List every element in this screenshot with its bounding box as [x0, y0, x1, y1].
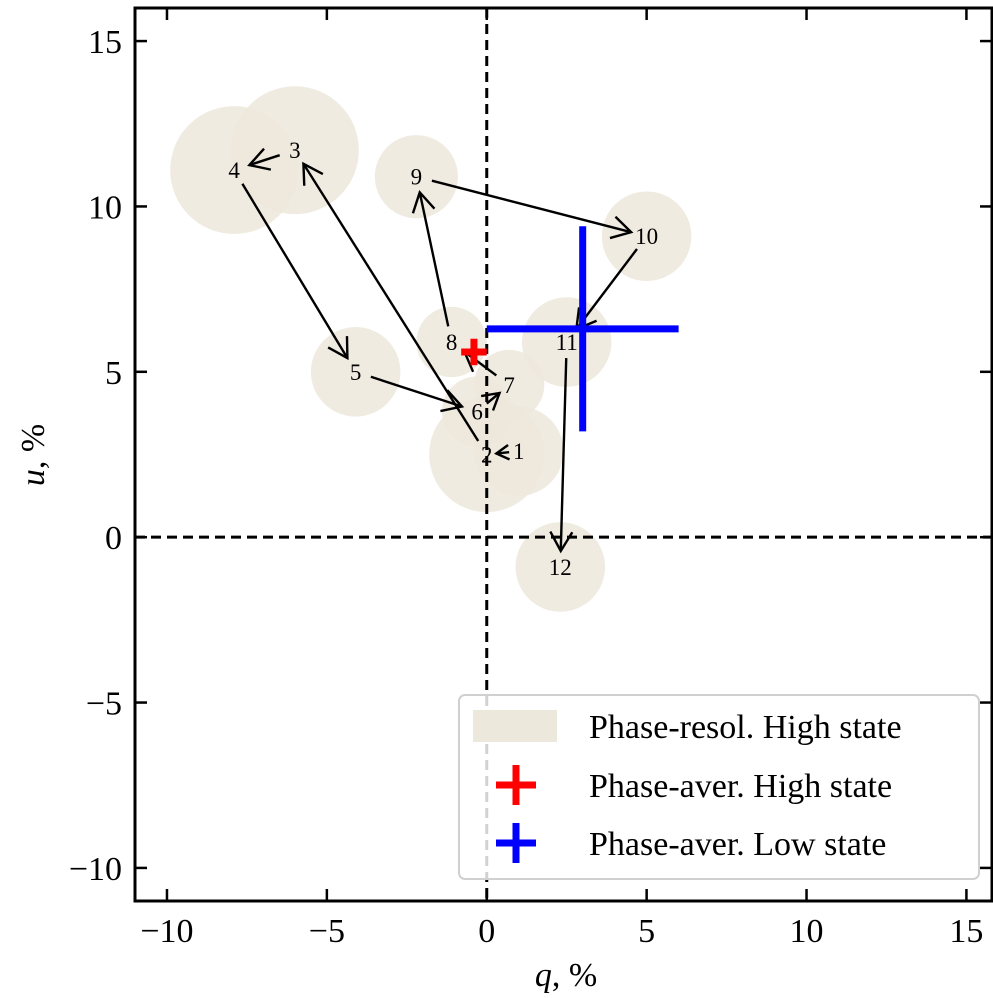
phase-circle-10: [601, 191, 692, 281]
legend-patch-swatch: [473, 710, 557, 742]
axes-frame: [133, 6, 993, 903]
legend-red-cross-swatch: [496, 765, 536, 805]
phase-resolved-circles: [170, 86, 692, 612]
phase-averaged-high-cross: [461, 338, 487, 366]
phase-label-5: 5: [350, 360, 362, 385]
x-tick-label: −5: [309, 913, 345, 950]
arrow-2-to-3: [302, 161, 480, 442]
legend-label-phase-averaged-high: Phase-aver. High state: [589, 768, 892, 805]
phase-circle-4: [170, 106, 299, 235]
phase-circle-7: [473, 349, 545, 421]
phase-label-4: 4: [228, 158, 240, 183]
legend-label-phase-averaged-low: Phase-aver. Low state: [589, 826, 886, 863]
phase-label-7: 7: [503, 373, 515, 398]
phase-label-9: 9: [411, 165, 423, 190]
legend-box: [458, 694, 980, 880]
y-tick-label: 5: [105, 355, 122, 392]
x-tick-label: −10: [140, 913, 193, 950]
arrow-9-to-10: [431, 179, 634, 240]
arrow-11-to-12: [549, 358, 574, 554]
y-tick-label: 15: [88, 24, 122, 61]
y-tick-label: −5: [86, 686, 122, 723]
phase-arrows: [241, 147, 638, 554]
phase-label-12: 12: [549, 555, 572, 580]
axis-ticks: [135, 8, 992, 901]
arrow-8-to-9: [411, 189, 450, 327]
phase-circle-11: [521, 297, 612, 387]
arrow-6-to-7: [480, 391, 502, 411]
legend-blue-cross-swatch: [496, 823, 536, 863]
x-tick-label: 5: [638, 913, 655, 950]
phase-label-11: 11: [556, 330, 578, 355]
arrow-4-to-5: [241, 183, 349, 361]
y-tick-label: 0: [105, 520, 122, 557]
phase-label-3: 3: [289, 138, 301, 163]
legend-label-phase-resolved-high: Phase-resol. High state: [589, 709, 902, 746]
phase-label-10: 10: [635, 224, 658, 249]
x-tick-label: 10: [790, 913, 824, 950]
arrow-3-to-4: [247, 147, 281, 171]
arrow-1-to-2: [493, 444, 511, 461]
phase-label-1: 1: [513, 439, 525, 464]
arrow-5-to-6: [370, 375, 465, 413]
x-axis-label: q, %: [535, 957, 597, 994]
legend: Phase-resol. High state Phase-aver. High…: [458, 694, 980, 880]
phase-label-8: 8: [446, 330, 458, 355]
y-tick-label: 10: [88, 189, 122, 226]
phase-averaged-low-cross: [486, 226, 679, 432]
phase-label-2: 2: [481, 443, 493, 468]
x-tick-label: 0: [478, 913, 495, 950]
y-axis-label: u, %: [15, 424, 52, 486]
y-tick-label: −10: [69, 851, 122, 888]
x-tick-label: 15: [949, 913, 983, 950]
phase-circle-9: [374, 135, 458, 219]
phase-circle-8: [416, 306, 487, 378]
phase-averaged-markers: [461, 226, 679, 432]
phase-label-6: 6: [471, 400, 483, 425]
phase-circle-12: [515, 522, 606, 612]
